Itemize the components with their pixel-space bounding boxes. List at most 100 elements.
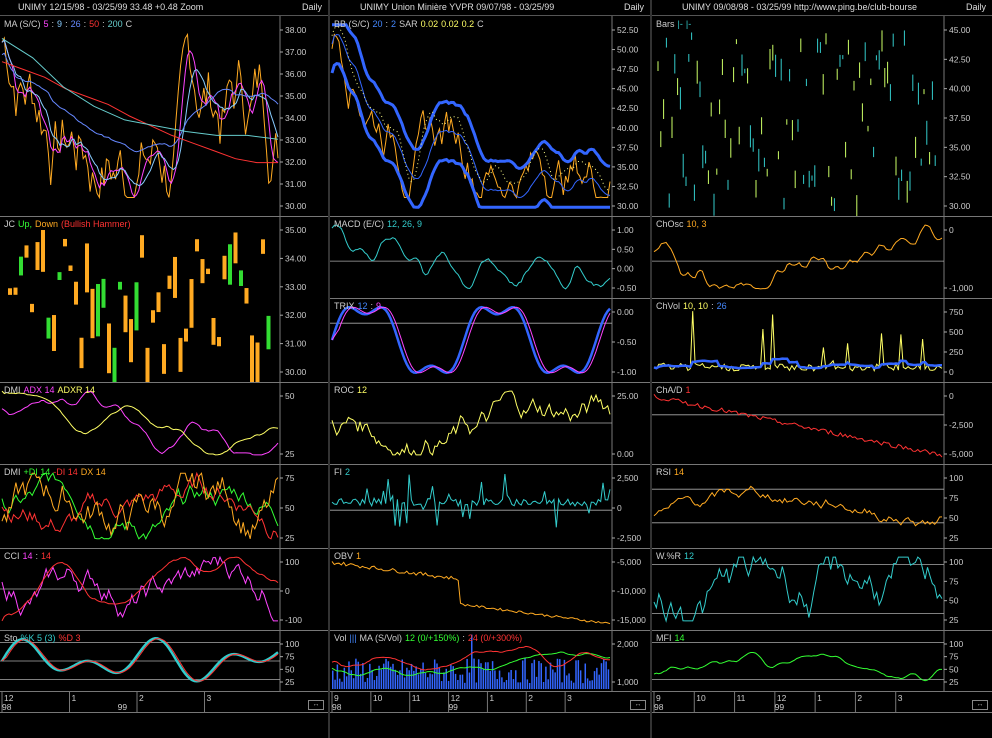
volume-bar: [556, 658, 559, 689]
volume-bar: [436, 663, 438, 689]
indicator-panel-obv[interactable]: OBV 1 -5,000 -10,000 -15,000: [330, 548, 650, 631]
candle: [30, 303, 34, 313]
indicator-label-part: MACD (E/C): [334, 219, 384, 229]
indicator-label-part: :: [711, 301, 714, 311]
indicator-panel-macd[interactable]: MACD (E/C) 12, 26, 9 1.00 0.50 0.00 -0.50: [330, 216, 650, 299]
indicator-label: Bars |- |-: [656, 19, 694, 29]
scroll-button[interactable]: ↔: [630, 700, 646, 710]
ma50-line: [1, 61, 278, 164]
window-titlebar[interactable]: UNIMY Union Minière YVPR 09/07/98 - 03/2…: [330, 0, 650, 16]
indicator-label-part: :: [65, 19, 68, 29]
volume-bar: [380, 669, 383, 689]
volume-bar: [343, 667, 346, 689]
period-selector[interactable]: Daily: [301, 2, 322, 12]
indicator-label-part: 200: [107, 19, 123, 29]
y-tick-label: 25: [285, 677, 295, 687]
volume-bar: [584, 663, 587, 689]
y-tick-label: 37.50: [949, 113, 971, 123]
volume-bar: [355, 658, 357, 689]
obv-line: [331, 561, 611, 625]
indicator-label: ChVol 10, 10:26: [656, 301, 730, 311]
indicator-label-part: ChOsc: [656, 219, 684, 229]
indicator-label-part: FI: [334, 467, 342, 477]
indicator-label-part: :: [51, 19, 55, 29]
indicator-panel-fi[interactable]: FI 2 2,500 0 -2,500: [330, 464, 650, 549]
indicator-label-part: ChA/D: [656, 385, 683, 395]
indicator-panel-jc[interactable]: JC Up, Down (Bullish Hammer) 35.00 34.00 33.00…: [0, 216, 328, 383]
indicator-panel-chad[interactable]: ChA/D 1 0 -2,500 -5,000: [652, 382, 992, 465]
indicator-panel-cci[interactable]: CCI 14:14 100 0 -100: [0, 548, 328, 631]
indicator-panel-wr[interactable]: W.%R 12 100 75 50 25: [652, 548, 992, 631]
ma5-line: [1, 39, 279, 198]
indicator-panel-dmi1[interactable]: DMI ADX 14 ADXR 14 50 25: [0, 382, 328, 465]
chart-window-3[interactable]: UNIMY 09/08/98 - 03/25/99 http://www.pin…: [652, 0, 992, 738]
indicator-panel-dmi2[interactable]: DMI +DI 14 -DI 14 DX 14 75 50 25: [0, 464, 328, 549]
indicator-panel-trix[interactable]: TRIX 12:9 0.00 -0.50 -1.00: [330, 298, 650, 383]
candle: [52, 315, 56, 351]
candle: [123, 295, 128, 333]
volume-bar: [426, 677, 429, 689]
y-tick-label: 38.00: [285, 25, 307, 35]
x-axis: 12 1 2 3 98 99 ↔: [0, 691, 328, 712]
indicator-label-part: |-: [685, 19, 692, 29]
indicator-label-part: SAR: [399, 19, 418, 29]
candle: [228, 244, 232, 285]
indicator-panel-mfi[interactable]: MFI 14 100 75 50 25 9 10 11 12 1 2 3 98 99 ↔: [652, 630, 992, 713]
volume-bar: [417, 674, 420, 689]
williams-r-line: [653, 555, 943, 623]
candle: [74, 281, 78, 305]
indicator-panel-bars[interactable]: Bars |- |- 45.00 42.50 40.00 37.50 35.00 32.50 30…: [652, 16, 992, 217]
y-tick-label: 0.50: [617, 244, 634, 254]
indicator-plot: 52.50 50.00 47.50 45.00 42.50 40.00 37.50 35.00…: [330, 16, 639, 216]
y-tick-label: 30.00: [949, 201, 971, 211]
indicator-label: MACD (E/C) 12, 26, 9: [334, 219, 425, 229]
indicator-label-part: Vol: [334, 633, 347, 643]
indicator-panel-roc[interactable]: ROC 12 25.00 0.00: [330, 382, 650, 465]
x-tick-label: 2: [528, 693, 533, 703]
indicator-label: RSI 14: [656, 467, 687, 477]
scroll-button[interactable]: ↔: [308, 700, 324, 710]
chart-window-2[interactable]: UNIMY Union Minière YVPR 09/07/98 - 03/2…: [330, 0, 650, 738]
y-tick-label: 36.00: [285, 69, 307, 79]
indicator-label-part: (Bullish Hammer): [61, 219, 131, 229]
chaikin-vol-ma-line: [653, 357, 943, 370]
window-titlebar[interactable]: UNIMY 12/15/98 - 03/25/99 33.48 +0.48 Zo…: [0, 0, 328, 16]
x-tick-label: 9: [334, 693, 339, 703]
period-selector[interactable]: Daily: [623, 2, 644, 12]
y-tick-label: 500: [949, 327, 963, 337]
volume-bar: [508, 672, 510, 689]
indicator-label-part: DMI: [4, 385, 21, 395]
indicator-label-part: 14: [674, 633, 685, 643]
x-year-label: 98: [332, 702, 342, 712]
indicator-panel-ma[interactable]: MA (S/C) 5:9:26:50:200 C 38.00 37.00 36.00 35.…: [0, 16, 328, 217]
y-tick-label: 250: [949, 347, 963, 357]
y-tick-label: 0: [949, 391, 954, 401]
period-selector[interactable]: Daily: [965, 2, 986, 12]
y-tick-label: 2,500: [617, 473, 639, 483]
y-tick-label: 31.00: [285, 179, 307, 189]
scroll-button[interactable]: ↔: [972, 700, 988, 710]
indicator-panel-sto[interactable]: Sto %K 5 (3) %D 3 100 75 50 25 12 1 2 3 98 99 ↔: [0, 630, 328, 713]
indicator-panel-chosc[interactable]: ChOsc 10, 3 0 -1,000: [652, 216, 992, 299]
indicator-label: ChA/D 1: [656, 385, 694, 395]
y-tick-label: 32.00: [285, 157, 307, 167]
indicator-label-part: 2: [345, 467, 351, 477]
candle: [233, 232, 238, 264]
candle: [8, 288, 12, 295]
indicator-label: Sto %K 5 (3) %D 3: [4, 633, 84, 643]
indicator-label-part: :: [462, 633, 465, 643]
indicator-panel-bb[interactable]: BB (S/C) 20:2 SAR 0.02 0.02 0.2 C 52.50 50.00 47.…: [330, 16, 650, 217]
chart-window-1[interactable]: UNIMY 12/15/98 - 03/25/99 33.48 +0.48 Zo…: [0, 0, 328, 738]
indicator-plot: 750 500 250 0: [653, 298, 963, 382]
indicator-plot: 0 -2,500 -5,000: [652, 382, 973, 464]
indicator-panel-rsi[interactable]: RSI 14 100 75 50 25: [652, 464, 992, 549]
window-titlebar[interactable]: UNIMY 09/08/98 - 03/25/99 http://www.pin…: [652, 0, 992, 16]
candle: [57, 272, 62, 280]
volume-bar: [593, 671, 596, 689]
candle: [118, 281, 122, 290]
indicator-panel-vol[interactable]: Vol ||| MA (S/Vol) 12 (0/+150%):24 (0/+300%…: [330, 630, 650, 713]
indicator-panel-chvol[interactable]: ChVol 10, 10:26 750 500 250 0: [652, 298, 992, 383]
y-tick-label: -0.50: [617, 337, 637, 347]
bb-upper-line: [332, 23, 611, 170]
candle: [200, 259, 205, 284]
